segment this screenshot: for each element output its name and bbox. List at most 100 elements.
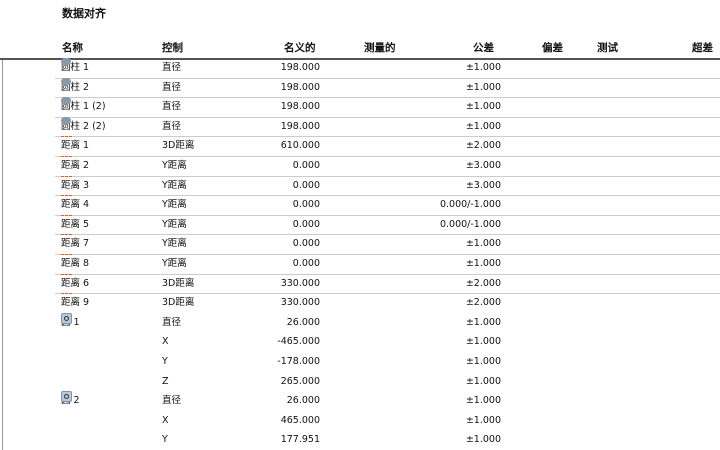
name-text: 距离 3	[61, 179, 90, 191]
distance-icon	[61, 156, 72, 158]
cell-nominal: 0.000	[292, 199, 320, 211]
cell-name: 圆 1	[61, 312, 80, 333]
cell-name: 圆柱 2	[61, 77, 90, 98]
name-text: 距离 4	[61, 199, 90, 211]
cell-name: 圆柱 2 (2)	[61, 116, 106, 137]
cell-control: 直径	[162, 62, 182, 73]
cell-nominal: 177.951	[280, 434, 320, 446]
cell-name: 圆柱 1 (2)	[61, 97, 106, 117]
cell-name: 距离 9	[61, 293, 89, 313]
name-text: 距离 7	[61, 238, 90, 250]
cell-nominal: 330.000	[280, 297, 320, 309]
header-measured: 测量的	[364, 42, 396, 54]
table-row: 距离 4 Y距离 0.000 0.000/-1.000	[55, 195, 720, 216]
distance-icon	[61, 234, 72, 236]
cell-tolerance: ±1.000	[465, 62, 501, 73]
cell-control: Y	[162, 356, 168, 367]
cell-name: 距离 6	[61, 273, 90, 294]
name-text: 距离 8	[61, 258, 90, 269]
cell-tolerance: ±3.000	[465, 179, 501, 191]
cell-control: Y距离	[162, 160, 187, 171]
cell-control: 3D距离	[162, 297, 195, 309]
cylinder-icon	[61, 97, 71, 105]
cell-tolerance: ±1.000	[465, 81, 501, 93]
cell-control: 直径	[162, 316, 182, 328]
cylinder-icon	[61, 116, 71, 124]
cell-name: 距离 7	[61, 234, 89, 254]
cell-tolerance: ±1.000	[465, 258, 501, 269]
cell-control: Y	[162, 434, 168, 446]
distance-icon	[61, 254, 72, 256]
name-text: 圆柱 2	[61, 81, 90, 93]
cylinder-icon	[61, 58, 71, 65]
table-header: 名称 控制 名义的 测量的 公差 偏差 测试 超差	[0, 40, 720, 60]
table-row: X 465.000 ±1.000	[55, 411, 720, 431]
cell-name: 距离 5	[61, 214, 90, 235]
cell-name: 距离 1	[61, 136, 89, 156]
table-row: 圆柱 2 (2) 直径 198.000 ±1.000	[55, 116, 720, 138]
cell-nominal: 0.000	[292, 218, 320, 230]
name-text: 圆柱 1	[61, 62, 90, 73]
cell-control: Y距离	[162, 238, 187, 250]
cell-tolerance: ±1.000	[465, 434, 501, 446]
cell-tolerance: ±2.000	[465, 297, 501, 309]
header-deviation: 偏差	[542, 42, 563, 54]
table-row: 距离 6 3D距离 330.000 ±2.000	[55, 273, 720, 295]
cell-control: X	[162, 336, 169, 348]
table-row: 距离 3 Y距离 0.000 ±3.000	[55, 175, 720, 197]
cell-control: 3D距离	[162, 140, 195, 152]
cell-control: Y距离	[162, 199, 187, 211]
table-row: 距离 8 Y距离 0.000 ±1.000	[55, 254, 720, 275]
cell-nominal: 0.000	[292, 258, 320, 269]
distance-icon	[61, 214, 72, 217]
cell-tolerance: ±1.000	[465, 414, 501, 426]
table-row: 距离 9 3D距离 330.000 ±2.000	[55, 293, 720, 313]
cell-tolerance: ±2.000	[465, 140, 501, 152]
cell-nominal: -178.000	[277, 356, 320, 367]
distance-icon	[61, 195, 72, 197]
table-row: X -465.000 ±1.000	[55, 332, 720, 352]
cell-tolerance: 0.000/-1.000	[439, 218, 501, 230]
table-row: 距离 2 Y距离 0.000 ±3.000	[55, 156, 720, 177]
cell-tolerance: ±1.000	[465, 356, 501, 367]
cell-nominal: 0.000	[292, 179, 320, 191]
cell-nominal: 0.000	[292, 160, 320, 171]
cell-control: Y距离	[162, 258, 187, 269]
cell-name: 圆 2	[61, 391, 80, 411]
cell-tolerance: ±1.000	[465, 395, 501, 407]
cell-tolerance: ±1.000	[465, 336, 501, 348]
cell-tolerance: 0.000/-1.000	[439, 199, 501, 211]
header-control: 控制	[162, 42, 183, 54]
cell-nominal: 26.000	[286, 395, 320, 407]
cell-nominal: 330.000	[280, 277, 320, 289]
cell-tolerance: ±1.000	[465, 238, 501, 250]
cell-tolerance: ±2.000	[465, 277, 501, 289]
name-text: 距离 1	[61, 140, 90, 152]
header-nominal: 名义的	[284, 42, 316, 54]
table-row: Z 265.000 ±1.000	[55, 372, 720, 392]
cell-nominal: 265.000	[280, 375, 320, 387]
cell-control: X	[162, 414, 169, 426]
cell-name: 圆柱 1	[61, 58, 89, 78]
cell-control: Y距离	[162, 179, 187, 191]
name-text: 距离 5	[61, 218, 90, 230]
cell-nominal: 610.000	[280, 140, 320, 152]
name-text: 圆柱 2 (2)	[61, 120, 106, 132]
cell-name: 距离 2	[61, 156, 89, 176]
cell-nominal: 198.000	[280, 81, 320, 93]
cell-name: 距离 3	[61, 175, 90, 196]
table-row: 距离 1 3D距离 610.000 ±2.000	[55, 136, 720, 157]
table-row: 圆 2 直径 26.000 ±1.000	[55, 391, 720, 411]
header-test: 测试	[597, 42, 618, 54]
circle-icon	[61, 391, 72, 403]
cell-nominal: -465.000	[277, 336, 320, 348]
table-row: 圆柱 2 直径 198.000 ±1.000	[55, 77, 720, 99]
table-row: 圆 1 直径 26.000 ±1.000	[55, 312, 720, 333]
cell-tolerance: ±1.000	[465, 316, 501, 328]
name-text: 距离 6	[61, 277, 90, 289]
table-row: 圆柱 1 直径 198.000 ±1.000	[55, 58, 720, 79]
cell-nominal: 198.000	[280, 62, 320, 73]
report-title: 数据对齐	[62, 7, 106, 20]
distance-icon	[61, 273, 72, 276]
table-row: 圆柱 1 (2) 直径 198.000 ±1.000	[55, 97, 720, 118]
